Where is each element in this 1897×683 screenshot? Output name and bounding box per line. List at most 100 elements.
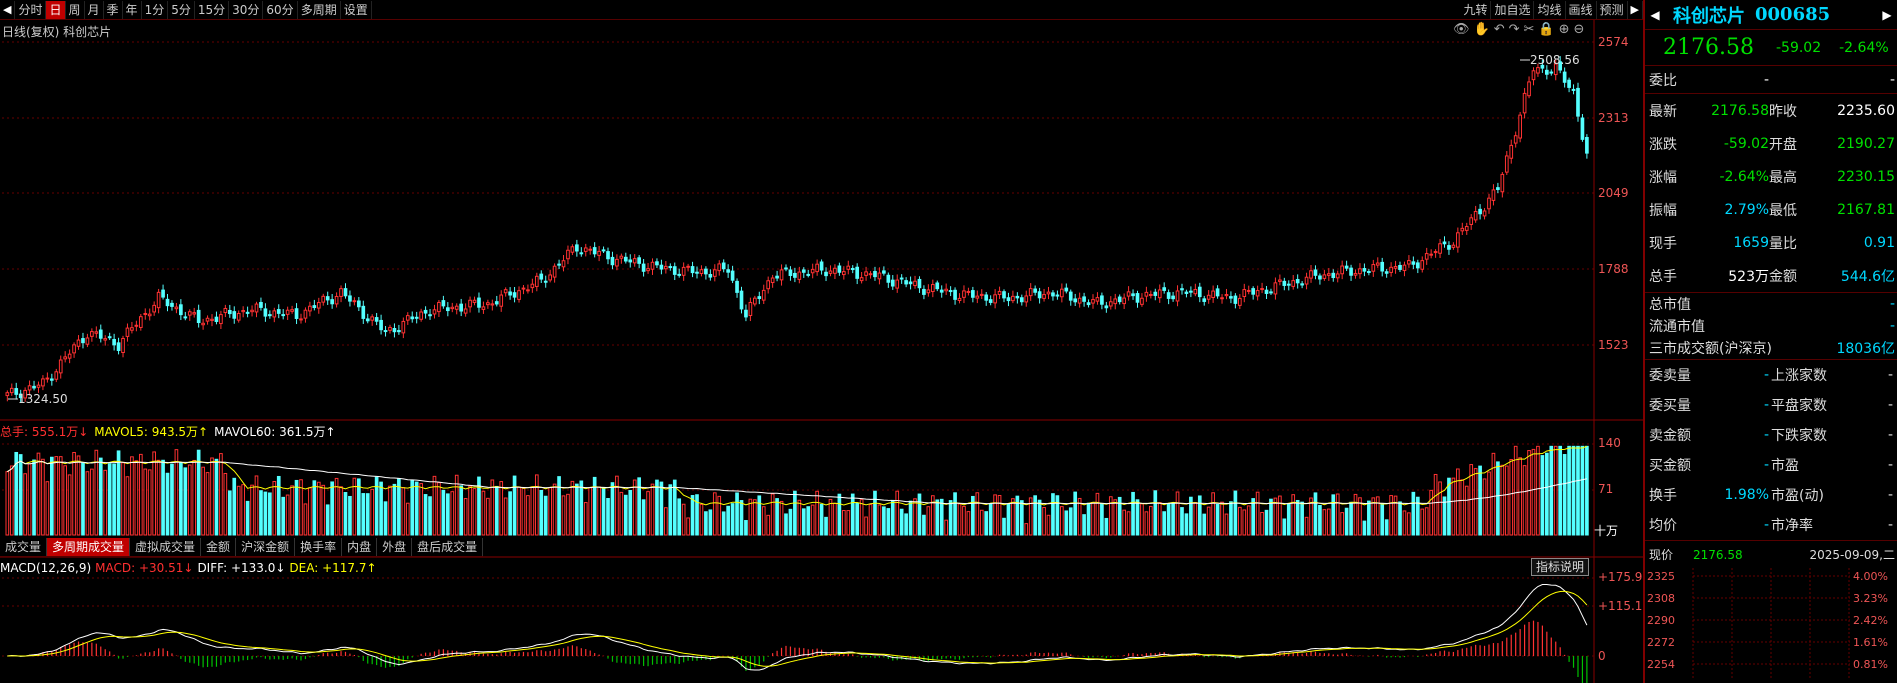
candle-body <box>268 314 272 317</box>
hand-icon[interactable]: ✋ <box>1473 22 1490 37</box>
candle-body <box>383 330 388 333</box>
volume-bar <box>1478 465 1482 536</box>
volume-bar <box>1100 503 1104 536</box>
candle-body <box>223 307 228 314</box>
volume-bar <box>939 498 944 536</box>
candle-body <box>930 284 935 293</box>
candle-body <box>1415 262 1420 269</box>
period-10[interactable]: 60分 <box>263 0 298 19</box>
volume-bar <box>1482 478 1487 536</box>
intraday-mini-chart[interactable]: 2325 4.00% 2308 3.23% 2290 2.42% 2272 1.61% 2254… <box>1645 568 1897 678</box>
stat-value: - <box>1763 397 1769 413</box>
volume-tab-4[interactable]: 沪深金额 <box>236 538 296 556</box>
left-arrow-icon[interactable]: ◀ <box>0 0 16 19</box>
period-6[interactable]: 1分 <box>142 0 169 19</box>
volume-tab-7[interactable]: 外盘 <box>377 538 413 556</box>
volume-bar <box>948 500 953 536</box>
volume-bar <box>579 480 584 536</box>
chart-area[interactable]: ◀ 分时日周月季年 1分 5分 15分 30分 60分 多周期 设置 九转 加自选 均线 画线 预测 ▶… <box>0 0 1643 683</box>
scissors-icon[interactable]: ✂ <box>1523 22 1535 37</box>
candle-body <box>254 303 259 313</box>
toolbar-right-2[interactable]: 均线 <box>1534 1 1566 19</box>
period-1[interactable]: 日 <box>46 0 66 19</box>
volume-bar <box>259 490 263 536</box>
quote-row: 最新 2176.58 昨收 2235.60 <box>1645 94 1897 127</box>
volume-bar <box>130 456 134 536</box>
period-5[interactable]: 年 <box>123 0 142 19</box>
macd-tick: +175.9 <box>1598 570 1643 584</box>
volume-bar <box>979 509 984 536</box>
candle-body <box>1326 273 1331 276</box>
zoom-out-icon[interactable]: ⊖ <box>1573 22 1585 37</box>
quote-value: - <box>1763 71 1769 88</box>
candle-body <box>41 378 45 387</box>
candle-body <box>445 307 450 312</box>
candle-body <box>454 305 459 310</box>
right-arrow-icon[interactable]: ▶ <box>1628 1 1643 19</box>
candle-body <box>1380 261 1385 272</box>
candle-body <box>419 311 423 320</box>
volume-bar <box>1340 512 1345 536</box>
candle-body <box>810 268 815 274</box>
volume-bar <box>343 492 348 536</box>
candle-body <box>1126 291 1131 297</box>
volume-tab-2[interactable]: 虚拟成交量 <box>130 538 202 556</box>
volume-bar <box>486 497 490 536</box>
volume-bar <box>681 503 686 536</box>
period-4[interactable]: 季 <box>104 0 123 19</box>
volume-bar <box>1456 468 1460 536</box>
period-9[interactable]: 30分 <box>229 0 264 19</box>
candle-body <box>397 330 401 333</box>
volume-tab-3[interactable]: 金额 <box>201 538 237 556</box>
candle-body <box>36 384 41 388</box>
candle-body <box>1433 251 1438 254</box>
candle-body <box>695 271 699 274</box>
eye-icon[interactable]: 👁 <box>1453 22 1470 37</box>
volume-bar <box>610 482 615 536</box>
volume-bar <box>23 473 27 536</box>
volume-tab-1[interactable]: 多周期成交量 <box>47 538 131 556</box>
prev-stock-icon[interactable]: ◀ <box>1650 7 1660 22</box>
period-3[interactable]: 月 <box>85 0 104 19</box>
period-0[interactable]: 分时 <box>15 0 47 19</box>
candle-body <box>637 257 641 264</box>
indicator-help-button[interactable]: 指标说明 <box>1531 558 1590 576</box>
volume-bar <box>1037 499 1042 536</box>
redo-icon[interactable]: ↷ <box>1508 22 1520 37</box>
candle-body <box>1153 291 1158 296</box>
stat-value: - <box>1887 517 1893 533</box>
volume-tab-5[interactable]: 换手率 <box>295 538 343 556</box>
toolbar-right-3[interactable]: 画线 <box>1566 1 1597 19</box>
volume-bar <box>245 500 250 536</box>
volume-bar <box>899 508 904 536</box>
kline-chart[interactable] <box>0 0 1643 683</box>
period-12[interactable]: 设置 <box>341 0 372 19</box>
candle-body <box>1135 293 1140 303</box>
toolbar-right-4[interactable]: 预测 <box>1597 1 1628 19</box>
next-stock-icon[interactable]: ▶ <box>1882 7 1892 22</box>
period-11[interactable]: 多周期 <box>298 0 341 19</box>
lock-icon[interactable]: 🔒 <box>1538 22 1555 37</box>
volume-bar <box>36 452 41 536</box>
candle-body <box>1362 268 1367 272</box>
zoom-in-icon[interactable]: ⊕ <box>1558 22 1570 37</box>
volume-tab-0[interactable]: 成交量 <box>0 538 48 556</box>
toolbar-right-1[interactable]: 加自选 <box>1491 1 1535 19</box>
volume-tab-6[interactable]: 内盘 <box>342 538 378 556</box>
undo-icon[interactable]: ↶ <box>1493 22 1505 37</box>
stat-key: 卖金额 <box>1649 428 1691 444</box>
candle-body <box>250 309 254 313</box>
volume-bar <box>156 459 161 536</box>
period-8[interactable]: 15分 <box>195 0 230 19</box>
volume-tab-8[interactable]: 盘后成交量 <box>412 538 484 556</box>
candle-body <box>508 291 512 296</box>
toolbar-right-0[interactable]: 九转 <box>1460 1 1492 19</box>
period-2[interactable]: 周 <box>66 0 85 19</box>
period-7[interactable]: 5分 <box>168 0 195 19</box>
volume-bar <box>397 478 401 536</box>
candle-body <box>232 311 237 319</box>
candle-body <box>659 264 664 270</box>
candle-body <box>1411 261 1416 265</box>
candle-body <box>1055 294 1060 297</box>
candle-body <box>690 266 695 274</box>
